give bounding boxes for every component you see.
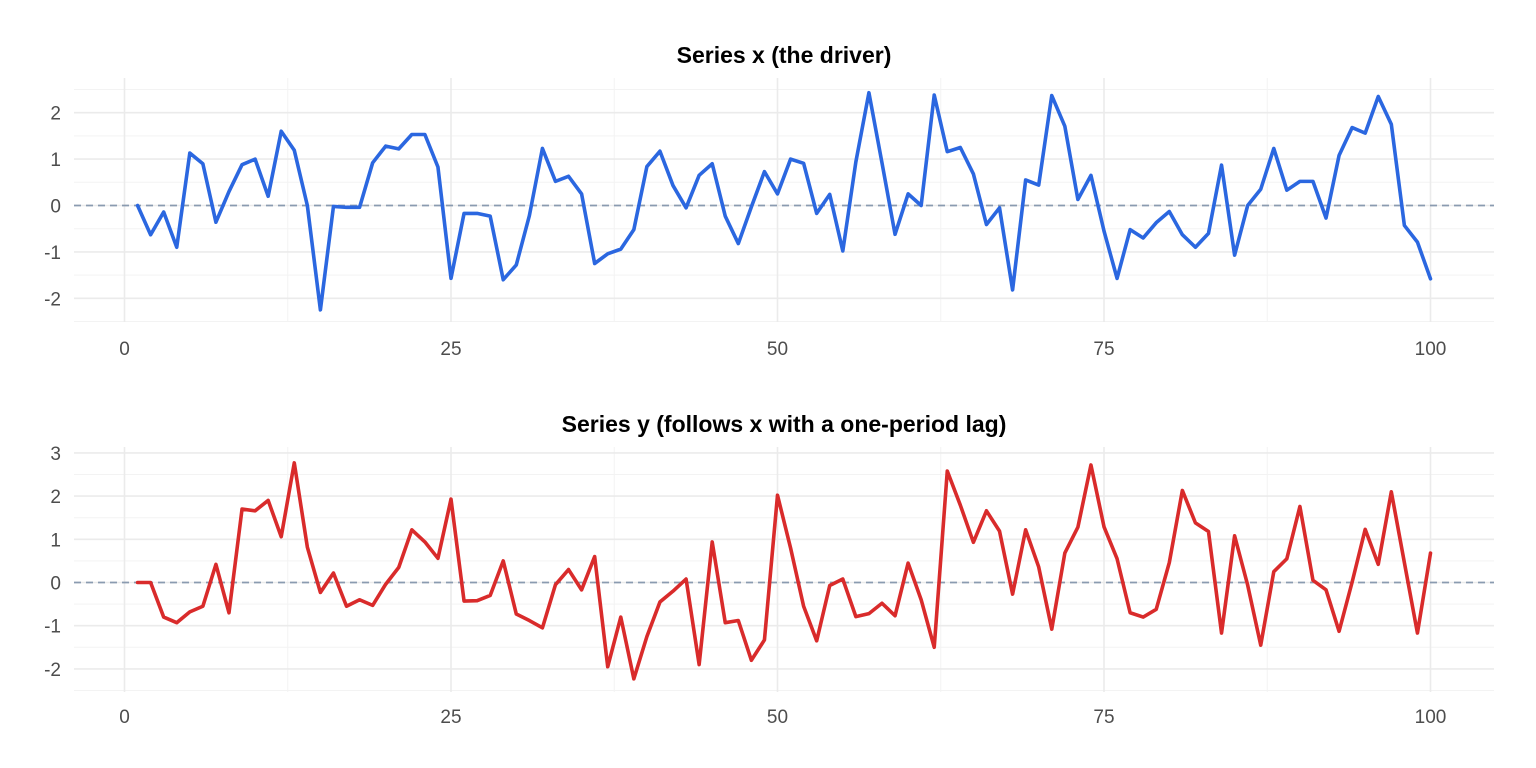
chart-panel-2: Series y (follows x with a one-period la… bbox=[44, 411, 1494, 728]
series-line bbox=[135, 461, 1433, 681]
y-tick-label: 0 bbox=[50, 574, 61, 595]
chart-title: Series y (follows x with a one-period la… bbox=[562, 411, 1007, 437]
x-tick-label: 100 bbox=[1415, 707, 1447, 728]
y-tick-label: 1 bbox=[50, 530, 61, 551]
x-tick-label: 50 bbox=[767, 707, 788, 728]
y-tick-label: -2 bbox=[44, 660, 61, 681]
chart-panel-1: Series x (the driver) 0 25 50 75 100 -2 -1 0 1 2 bbox=[44, 42, 1494, 360]
x-tick-label: 25 bbox=[440, 339, 461, 360]
y-tick-label: -2 bbox=[44, 289, 61, 310]
y-tick-label: -1 bbox=[44, 617, 61, 638]
y-tick-label: 2 bbox=[50, 487, 61, 508]
y-tick-label: -1 bbox=[44, 243, 61, 264]
x-tick-label: 25 bbox=[440, 707, 461, 728]
x-tick-label: 0 bbox=[119, 707, 130, 728]
x-tick-label: 75 bbox=[1093, 707, 1114, 728]
x-tick-label: 50 bbox=[767, 339, 788, 360]
y-tick-label: 0 bbox=[50, 197, 61, 218]
y-tick-label: 2 bbox=[50, 104, 61, 125]
chart-title: Series x (the driver) bbox=[677, 42, 892, 68]
x-tick-label: 100 bbox=[1415, 339, 1447, 360]
x-tick-label: 0 bbox=[119, 339, 130, 360]
series-line bbox=[135, 90, 1433, 312]
y-tick-label: 3 bbox=[50, 444, 61, 465]
y-tick-label: 1 bbox=[50, 150, 61, 171]
x-tick-label: 75 bbox=[1093, 339, 1114, 360]
